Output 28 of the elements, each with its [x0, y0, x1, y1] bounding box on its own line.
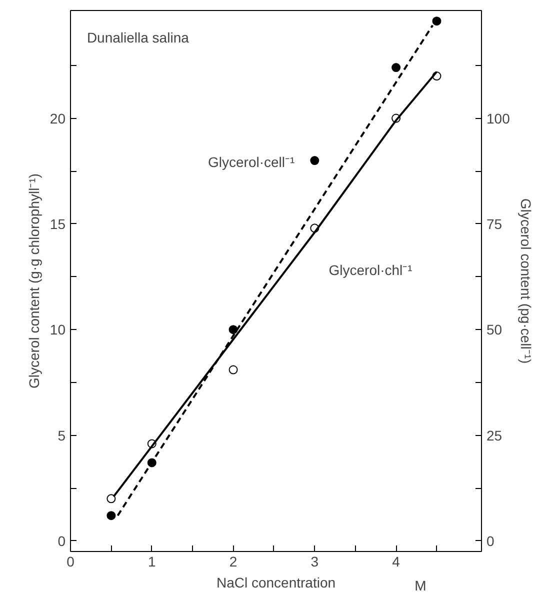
- x-axis-title: NaCl concentration: [216, 574, 336, 590]
- x-tick-label: 1: [148, 554, 156, 570]
- text: Dunaliella salina: [86, 30, 190, 46]
- y-tick-label: 10: [50, 322, 66, 338]
- point: [392, 63, 401, 72]
- x-tick-label: 2: [229, 554, 238, 570]
- y2-tick-label: 25: [486, 427, 502, 444]
- annotation: Glycerol·chl⁻¹: [328, 262, 413, 278]
- y-tick-label: 20: [50, 110, 66, 126]
- point: [106, 511, 116, 520]
- point: [228, 325, 238, 334]
- y2-tick-label: 75: [486, 216, 502, 232]
- y-axis-title: Glycerol content (g·g chlorophyll⁻¹): [26, 173, 42, 389]
- y-tick-label: 15: [50, 216, 66, 232]
- y-tick-label: 5: [58, 427, 66, 444]
- text: M: [414, 578, 426, 594]
- y2-axis-title: Glycerol content (pg·cell⁻¹): [518, 198, 534, 364]
- y2-tick-label: 0: [486, 532, 494, 549]
- x-tick-label: 4: [392, 554, 400, 570]
- point: [310, 156, 320, 166]
- y-tick-label: 0: [58, 532, 66, 549]
- y2-tick-label: 100: [486, 110, 510, 126]
- point: [432, 16, 442, 26]
- x-tick-label: 3: [310, 554, 319, 570]
- point: [106, 494, 116, 504]
- annotation: Glycerol·cell⁻¹: [208, 154, 296, 170]
- y2-tick-label: 50: [486, 322, 502, 338]
- point: [228, 365, 238, 374]
